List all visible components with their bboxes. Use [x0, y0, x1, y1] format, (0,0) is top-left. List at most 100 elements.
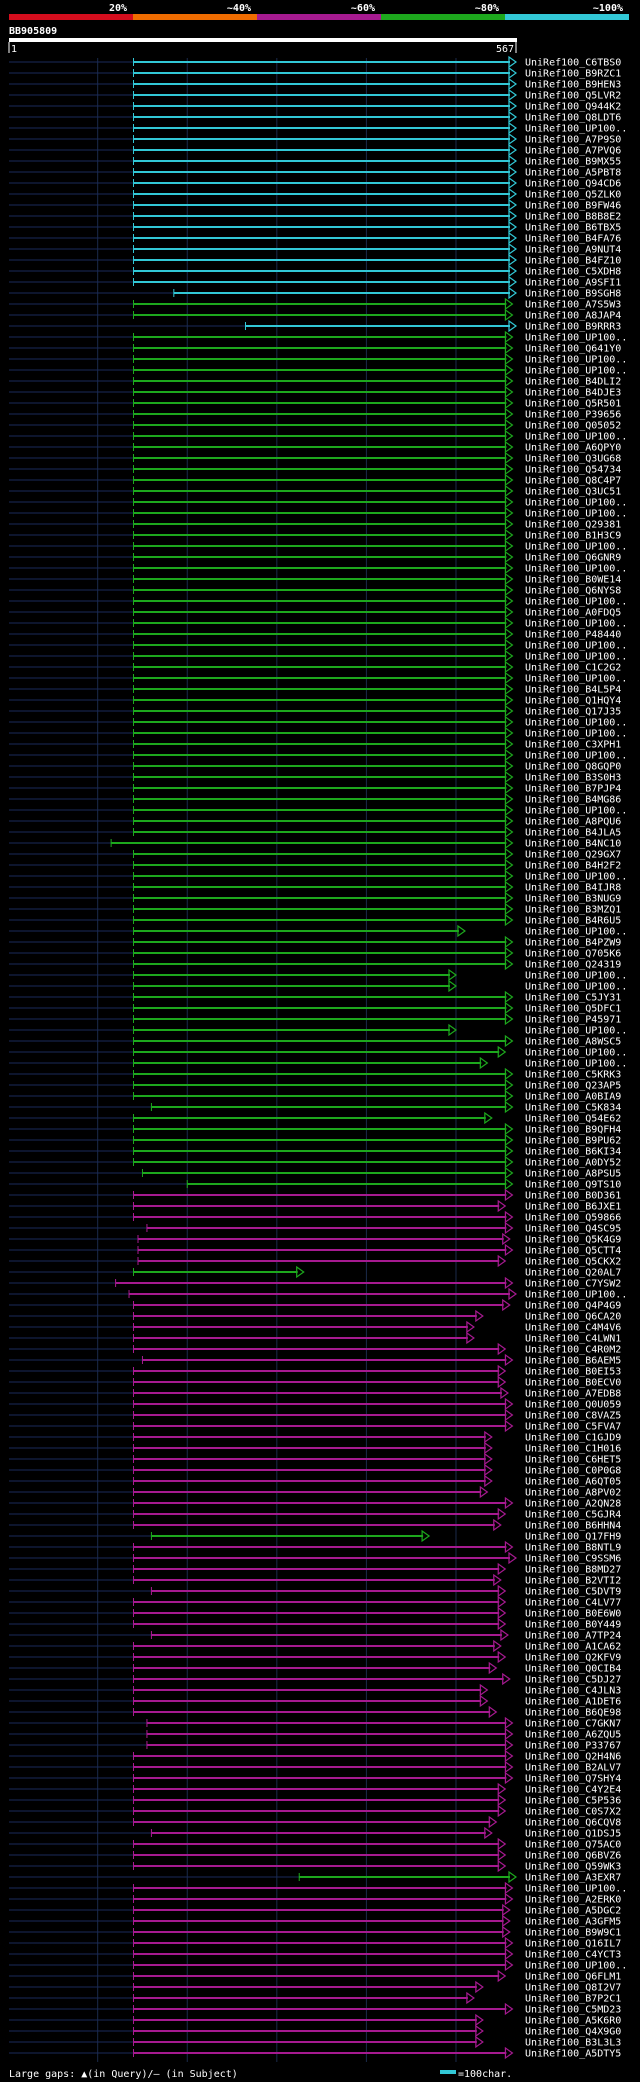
hit-label[interactable]: UniRef100_Q5CTT4: [525, 1246, 621, 1257]
hit-label[interactable]: UniRef100_C5DJ27: [525, 1675, 621, 1686]
hit-row[interactable]: UniRef100_UP100..: [9, 1881, 627, 1895]
hit-label[interactable]: UniRef100_B3NUG9: [525, 894, 621, 905]
hit-row[interactable]: UniRef100_C4Y2E4: [9, 1782, 621, 1796]
hit-label[interactable]: UniRef100_UP100..: [525, 1048, 627, 1059]
hit-row[interactable]: UniRef100_B9QFH4: [9, 1122, 621, 1136]
hit-label[interactable]: UniRef100_Q6NYS8: [525, 586, 621, 597]
hit-row[interactable]: UniRef100_UP100..: [9, 979, 627, 993]
hit-label[interactable]: UniRef100_Q8I2V7: [525, 1983, 621, 1994]
hit-row[interactable]: UniRef100_C6TBS0: [9, 55, 621, 69]
hit-label[interactable]: UniRef100_Q5LVR2: [525, 91, 621, 102]
hit-row[interactable]: UniRef100_C7GKN7: [9, 1716, 621, 1730]
hit-row[interactable]: UniRef100_Q641Y0: [9, 341, 621, 355]
hit-row[interactable]: UniRef100_B4H2F2: [9, 858, 621, 872]
hit-label[interactable]: UniRef100_UP100..: [525, 751, 627, 762]
hit-label[interactable]: UniRef100_B4DLI2: [525, 377, 621, 388]
hit-label[interactable]: UniRef100_UP100..: [525, 729, 627, 740]
hit-label[interactable]: UniRef100_A0FDQ5: [525, 608, 621, 619]
hit-label[interactable]: UniRef100_Q59WK3: [525, 1862, 621, 1873]
hit-row[interactable]: UniRef100_B8B8E2: [9, 209, 621, 223]
hit-row[interactable]: UniRef100_A7P9S0: [9, 132, 621, 146]
hit-label[interactable]: UniRef100_Q23AP5: [525, 1081, 621, 1092]
hit-row[interactable]: UniRef100_UP100..: [9, 429, 627, 443]
hit-row[interactable]: UniRef100_A5K6R0: [9, 2013, 621, 2027]
hit-row[interactable]: UniRef100_Q3UG68: [9, 451, 621, 465]
hit-label[interactable]: UniRef100_Q641Y0: [525, 344, 621, 355]
hit-row[interactable]: UniRef100_Q8GQP0: [9, 759, 621, 773]
hit-label[interactable]: UniRef100_B4L5P4: [525, 685, 621, 696]
hit-row[interactable]: UniRef100_UP100..: [9, 561, 627, 575]
hit-row[interactable]: UniRef100_C5DVT9: [9, 1584, 621, 1598]
hit-label[interactable]: UniRef100_A1CA62: [525, 1642, 621, 1653]
hit-label[interactable]: UniRef100_B4IJR8: [525, 883, 621, 894]
hit-row[interactable]: UniRef100_C5KRK3: [9, 1067, 621, 1081]
hit-label[interactable]: UniRef100_B6TBX5: [525, 223, 621, 234]
hit-label[interactable]: UniRef100_UP100..: [525, 498, 627, 509]
hit-row[interactable]: UniRef100_Q4SC95: [9, 1221, 621, 1235]
hit-label[interactable]: UniRef100_B9RRR3: [525, 322, 621, 333]
hit-row[interactable]: UniRef100_A6QPY0: [9, 440, 621, 454]
hit-row[interactable]: UniRef100_B9RRR3: [9, 319, 621, 333]
hit-label[interactable]: UniRef100_C5KRK3: [525, 1070, 621, 1081]
hit-row[interactable]: UniRef100_Q17J35: [9, 704, 621, 718]
hit-row[interactable]: UniRef100_C5DJ27: [9, 1672, 621, 1686]
hit-row[interactable]: UniRef100_A6ZQU5: [9, 1727, 621, 1741]
hit-row[interactable]: UniRef100_Q59WK3: [9, 1859, 621, 1873]
hit-label[interactable]: UniRef100_UP100..: [525, 927, 627, 938]
hit-label[interactable]: UniRef100_B6JXE1: [525, 1202, 621, 1213]
hit-label[interactable]: UniRef100_UP100..: [525, 872, 627, 883]
hit-row[interactable]: UniRef100_B0D361: [9, 1188, 621, 1202]
hit-label[interactable]: UniRef100_C6HET5: [525, 1455, 621, 1466]
hit-label[interactable]: UniRef100_A5PBT8: [525, 168, 621, 179]
hit-row[interactable]: UniRef100_Q20AL7: [9, 1265, 621, 1279]
hit-label[interactable]: UniRef100_C5K834: [525, 1103, 621, 1114]
hit-label[interactable]: UniRef100_B8MD27: [525, 1565, 621, 1576]
hit-row[interactable]: UniRef100_A8PV02: [9, 1485, 621, 1499]
hit-row[interactable]: UniRef100_P33767: [9, 1738, 621, 1752]
hit-row[interactable]: UniRef100_C1H016: [9, 1441, 621, 1455]
hit-row[interactable]: UniRef100_A8WSC5: [9, 1034, 621, 1048]
hit-label[interactable]: UniRef100_A8JAP4: [525, 311, 621, 322]
hit-row[interactable]: UniRef100_B4DJE3: [9, 385, 621, 399]
hit-row[interactable]: UniRef100_Q6CQV8: [9, 1815, 621, 1829]
hit-label[interactable]: UniRef100_Q17J35: [525, 707, 621, 718]
hit-row[interactable]: UniRef100_Q23AP5: [9, 1078, 621, 1092]
hit-label[interactable]: UniRef100_A7EDB8: [525, 1389, 621, 1400]
hit-label[interactable]: UniRef100_A9NUT4: [525, 245, 621, 256]
hit-label[interactable]: UniRef100_C3XPH1: [525, 740, 621, 751]
hit-label[interactable]: UniRef100_C5GJR4: [525, 1510, 621, 1521]
hit-row[interactable]: UniRef100_C5GJR4: [9, 1507, 621, 1521]
hit-label[interactable]: UniRef100_A3EXR7: [525, 1873, 621, 1884]
hit-row[interactable]: UniRef100_Q75AC0: [9, 1837, 621, 1851]
hit-label[interactable]: UniRef100_Q29381: [525, 520, 621, 531]
hit-row[interactable]: UniRef100_C4YCT3: [9, 1947, 621, 1961]
hit-row[interactable]: UniRef100_UP100..: [9, 1023, 627, 1037]
hit-row[interactable]: UniRef100_A0DY52: [9, 1155, 621, 1169]
hit-label[interactable]: UniRef100_UP100..: [525, 432, 627, 443]
hit-row[interactable]: UniRef100_A7S5W3: [9, 297, 621, 311]
hit-row[interactable]: UniRef100_Q6NYS8: [9, 583, 621, 597]
hit-row[interactable]: UniRef100_C5K834: [9, 1100, 621, 1114]
hit-row[interactable]: UniRef100_Q29381: [9, 517, 621, 531]
hit-label[interactable]: UniRef100_C1C2G2: [525, 663, 621, 674]
hit-row[interactable]: UniRef100_UP100..: [9, 638, 627, 652]
hit-row[interactable]: UniRef100_UP100..: [9, 616, 627, 630]
hit-label[interactable]: UniRef100_B3L3L3: [525, 2038, 621, 2049]
hit-row[interactable]: UniRef100_A9SFI1: [9, 275, 621, 289]
hit-row[interactable]: UniRef100_B9FW46: [9, 198, 621, 212]
hit-label[interactable]: UniRef100_UP100..: [525, 564, 627, 575]
hit-row[interactable]: UniRef100_UP100..: [9, 352, 627, 366]
hit-label[interactable]: UniRef100_B4FA76: [525, 234, 621, 245]
hit-label[interactable]: UniRef100_B0D361: [525, 1191, 621, 1202]
hit-label[interactable]: UniRef100_Q4SC95: [525, 1224, 621, 1235]
hit-row[interactable]: UniRef100_B3L3L3: [9, 2035, 621, 2049]
hit-label[interactable]: UniRef100_Q16IL7: [525, 1939, 621, 1950]
hit-label[interactable]: UniRef100_A8PV02: [525, 1488, 621, 1499]
hit-label[interactable]: UniRef100_Q705K6: [525, 949, 621, 960]
hit-label[interactable]: UniRef100_A8PSU5: [525, 1169, 621, 1180]
hit-row[interactable]: UniRef100_Q17FH9: [9, 1529, 621, 1543]
hit-label[interactable]: UniRef100_Q4P4G9: [525, 1301, 621, 1312]
hit-row[interactable]: UniRef100_B6JXE1: [9, 1199, 621, 1213]
hit-label[interactable]: UniRef100_Q5CKX2: [525, 1257, 621, 1268]
hit-label[interactable]: UniRef100_B4FZ10: [525, 256, 621, 267]
